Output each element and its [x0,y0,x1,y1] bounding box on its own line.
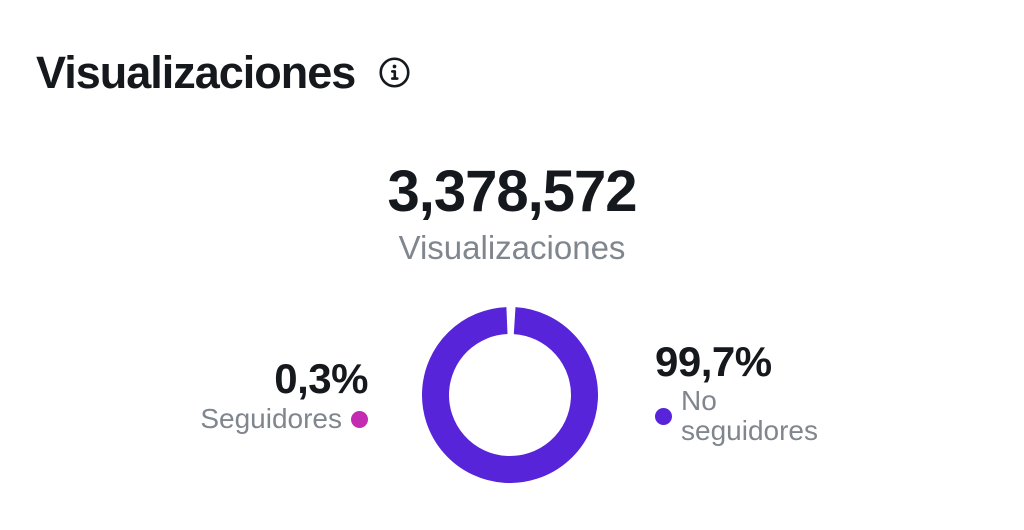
total-views-label: Visualizaciones [398,229,626,266]
info-icon[interactable] [377,56,411,90]
views-donut-chart [422,307,598,483]
non-followers-label: No seguidores [681,385,818,446]
summary-stat: 3,378,572 Visualizaciones [0,162,1024,267]
header: Visualizaciones [36,48,411,98]
followers-label: Seguidores [200,403,342,434]
followers-dot-icon [351,410,368,428]
non-followers-percent: 99,7% [655,338,772,385]
non-followers-label-row: No seguidores [655,386,875,446]
legend-followers: 0,3% Seguidores [168,355,368,434]
followers-percent: 0,3% [274,355,368,402]
non-followers-dot-icon [655,407,672,425]
followers-label-row: Seguidores [168,404,368,434]
legend-non-followers: 99,7% No seguidores [655,338,875,446]
donut-svg [422,307,598,483]
page-title: Visualizaciones [36,47,356,98]
total-views-value: 3,378,572 [387,159,637,224]
info-icon-glyph [379,57,410,88]
donut-segment [422,307,598,483]
